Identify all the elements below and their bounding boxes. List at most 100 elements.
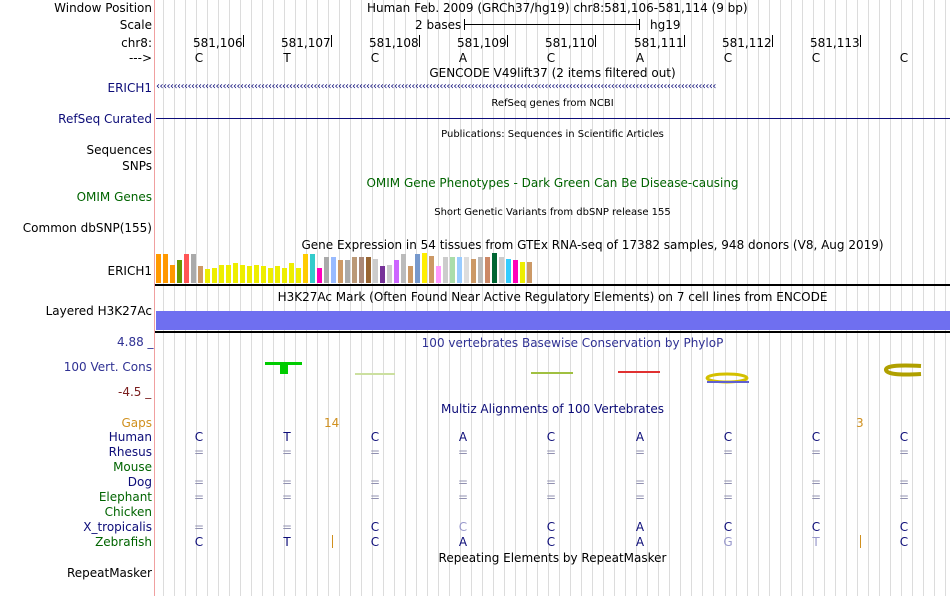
gtex-expression-bars[interactable] [156, 253, 536, 283]
omim-track-title[interactable]: OMIM Gene Phenotypes - Dark Green Can Be… [366, 176, 739, 190]
refseq-track-title[interactable]: RefSeq genes from NCBI [491, 98, 614, 109]
repeatmasker-track-title[interactable]: Repeating Elements by RepeatMasker [438, 551, 667, 565]
omim-track-label[interactable]: OMIM Genes [76, 190, 152, 204]
species-label-mouse[interactable]: Mouse [113, 460, 152, 474]
gtex-tissue-bar[interactable] [506, 259, 511, 283]
gtex-tissue-bar[interactable] [373, 259, 378, 283]
gtex-tissue-bar[interactable] [471, 259, 476, 283]
gtex-tissue-bar[interactable] [219, 265, 224, 283]
gtex-tissue-bar[interactable] [464, 257, 469, 283]
aligned-base: = [722, 475, 734, 489]
ruler-position-label: 581,108 [369, 36, 419, 50]
phylop-track-label[interactable]: 100 Vert. Cons [63, 360, 152, 374]
phylop-track-title[interactable]: 100 vertebrates Basewise Conservation by… [421, 336, 724, 350]
sequences-track-label[interactable]: Sequences [86, 143, 152, 157]
gtex-tissue-bar[interactable] [184, 254, 189, 283]
gencode-track-title[interactable]: GENCODE V49lift37 (2 items filtered out) [429, 66, 676, 80]
multiz-track-title[interactable]: Multiz Alignments of 100 Vertebrates [440, 402, 665, 416]
gtex-tissue-bar[interactable] [457, 257, 462, 283]
gtex-tissue-bar[interactable] [261, 266, 266, 283]
gridline [482, 0, 483, 596]
h3k27ac-track-label[interactable]: Layered H3K27Ac [45, 304, 152, 318]
h3k27ac-signal-block[interactable] [156, 311, 950, 330]
species-label-elephant[interactable]: Elephant [98, 490, 152, 504]
species-label-x_tropicalis[interactable]: X_tropicalis [83, 520, 152, 534]
gtex-tissue-bar[interactable] [436, 266, 441, 283]
gtex-tissue-bar[interactable] [163, 254, 168, 283]
repeatmasker-track-label[interactable]: RepeatMasker [66, 566, 152, 580]
erich1-gene-arrows[interactable]: ‹‹‹‹‹‹‹‹‹‹‹‹‹‹‹‹‹‹‹‹‹‹‹‹‹‹‹‹‹‹‹‹‹‹‹‹‹‹‹‹… [156, 81, 716, 92]
species-label-human[interactable]: Human [108, 430, 152, 444]
gtex-tissue-bar[interactable] [177, 260, 182, 283]
gtex-tissue-bar[interactable] [352, 257, 357, 283]
gtex-tissue-bar[interactable] [240, 265, 245, 283]
refseq-track-label[interactable]: RefSeq Curated [58, 112, 152, 126]
gtex-tissue-bar[interactable] [310, 254, 315, 283]
species-label-zebrafish[interactable]: Zebrafish [95, 535, 152, 549]
gtex-tissue-bar[interactable] [233, 263, 238, 283]
gtex-tissue-bar[interactable] [387, 265, 392, 283]
species-label-rhesus[interactable]: Rhesus [108, 445, 152, 459]
dbsnp-track-title[interactable]: Short Genetic Variants from dbSNP releas… [434, 207, 671, 218]
gtex-track-label[interactable]: ERICH1 [107, 264, 153, 278]
gtex-tissue-bar[interactable] [401, 254, 406, 283]
gtex-tissue-bar[interactable] [359, 257, 364, 283]
h3k27ac-track-title[interactable]: H3K27Ac Mark (Often Found Near Active Re… [277, 290, 828, 304]
gtex-tissue-bar[interactable] [289, 263, 294, 283]
gtex-tissue-bar[interactable] [254, 265, 259, 283]
gtex-tissue-bar[interactable] [450, 257, 455, 283]
gtex-tissue-bar[interactable] [282, 268, 287, 283]
strand-label[interactable]: ---> [128, 51, 152, 65]
gtex-tissue-bar[interactable] [198, 266, 203, 283]
gtex-tissue-bar[interactable] [191, 254, 196, 283]
gtex-tissue-bar[interactable] [170, 265, 175, 283]
h3k27ac-baseline [155, 331, 950, 333]
species-label-chicken[interactable]: Chicken [104, 505, 152, 519]
phylop-logo[interactable] [155, 352, 950, 388]
aligned-base: A [635, 430, 645, 444]
gtex-tissue-bar[interactable] [226, 265, 231, 283]
gtex-tissue-bar[interactable] [296, 268, 301, 283]
snps-track-label[interactable]: SNPs [122, 159, 152, 173]
gtex-tissue-bar[interactable] [422, 253, 427, 283]
gtex-tissue-bar[interactable] [345, 260, 350, 283]
dbsnp-track-label[interactable]: Common dbSNP(155) [22, 221, 152, 235]
reference-base: A [635, 51, 645, 65]
gtex-tissue-bar[interactable] [394, 260, 399, 283]
gtex-tissue-bar[interactable] [331, 257, 336, 283]
gtex-tissue-bar[interactable] [317, 268, 322, 283]
gtex-tissue-bar[interactable] [275, 266, 280, 283]
refseq-gene-line[interactable] [156, 118, 950, 119]
gtex-tissue-bar[interactable] [527, 262, 532, 283]
gtex-tissue-bar[interactable] [499, 257, 504, 283]
gtex-tissue-bar[interactable] [408, 266, 413, 283]
gtex-tissue-bar[interactable] [513, 260, 518, 283]
gtex-tissue-bar[interactable] [268, 268, 273, 283]
gtex-tissue-bar[interactable] [520, 262, 525, 283]
publications-track-title[interactable]: Publications: Sequences in Scientific Ar… [441, 129, 664, 140]
gtex-tissue-bar[interactable] [485, 257, 490, 283]
gaps-label[interactable]: Gaps [121, 416, 152, 430]
gtex-track-title[interactable]: Gene Expression in 54 tissues from GTEx … [301, 238, 884, 252]
gtex-tissue-bar[interactable] [324, 257, 329, 283]
gtex-tissue-bar[interactable] [478, 257, 483, 283]
species-label-dog[interactable]: Dog [127, 475, 152, 489]
gtex-tissue-bar[interactable] [338, 260, 343, 283]
gtex-tissue-bar[interactable] [380, 266, 385, 283]
gtex-tissue-bar[interactable] [443, 257, 448, 283]
chrom-label[interactable]: chr8: [121, 36, 152, 50]
gtex-tissue-bar[interactable] [415, 254, 420, 283]
gtex-tissue-bar[interactable] [205, 269, 210, 283]
phylop-logo-a1 [531, 372, 573, 374]
gencode-track-label[interactable]: ERICH1 [107, 81, 153, 95]
gtex-tissue-bar[interactable] [492, 253, 497, 283]
gtex-tissue-bar[interactable] [247, 266, 252, 283]
gtex-tissue-bar[interactable] [429, 256, 434, 283]
gtex-tissue-bar[interactable] [303, 254, 308, 283]
aligned-base: C [370, 520, 380, 534]
gridline [229, 0, 230, 596]
gtex-tissue-bar[interactable] [212, 268, 217, 283]
gtex-tissue-bar[interactable] [156, 254, 161, 283]
gtex-tissue-bar[interactable] [366, 257, 371, 283]
gridline [526, 0, 527, 596]
